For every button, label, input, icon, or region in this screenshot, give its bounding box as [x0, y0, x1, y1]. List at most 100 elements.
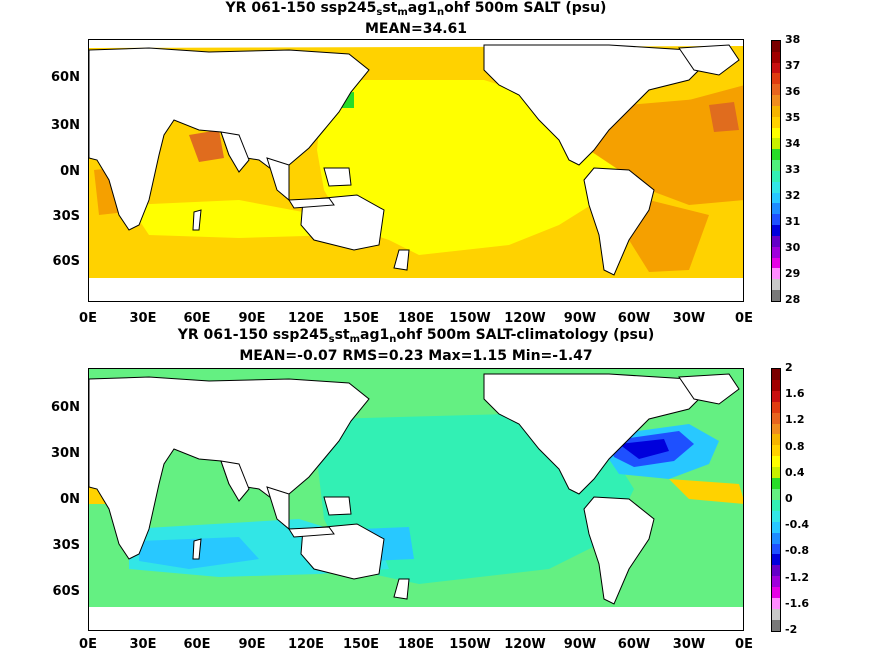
top-lon-30e: 30E: [129, 311, 157, 326]
colorbar-segment: [772, 576, 780, 588]
top-lon-90e: 90E: [238, 311, 266, 326]
continents: [89, 44, 740, 276]
top-lon-60e: 60E: [183, 311, 211, 326]
top-lat-30n: 30N: [51, 118, 80, 133]
arabian-red: [189, 130, 224, 162]
colorbar-segment: [772, 214, 780, 226]
colorbar-segment: [772, 181, 780, 193]
top-lon-60w: 60W: [617, 311, 651, 326]
colorbar-segment: [772, 192, 780, 204]
colorbar-segment: [772, 532, 780, 544]
bottom-title: YR 061-150 ssp245sstmag1nohf 500m SALT-c…: [177, 327, 655, 345]
bottom-lon-180e: 180E: [397, 637, 435, 652]
atl-yellow: [669, 479, 743, 504]
top-stats: MEAN=34.61: [364, 21, 468, 37]
colorbar-segment: [772, 73, 780, 85]
antarctica: [89, 278, 743, 301]
top-lon-30w: 30W: [672, 311, 706, 326]
bottom-map: [88, 368, 744, 631]
colorbar-label: -1.2: [785, 570, 810, 584]
bottom-lon-120e: 120E: [287, 637, 325, 652]
continents-b: [89, 373, 740, 605]
bottom-stats: MEAN=-0.07 RMS=0.23 Max=1.15 Min=-1.47: [239, 348, 593, 364]
bottom-lon-90w: 90W: [563, 637, 597, 652]
colorbar-segment: [772, 510, 780, 522]
top-lon-0e: 0E: [79, 311, 97, 326]
satlantic-orange: [629, 200, 709, 272]
colorbar-segment: [772, 257, 780, 269]
colorbar-segment: [772, 95, 780, 106]
bottom-lon-150w: 150W: [449, 637, 491, 652]
colorbar-label: 29: [785, 267, 801, 280]
top-lon-150w: 150W: [449, 311, 491, 326]
colorbar-label: 1.6: [785, 387, 805, 401]
bottom-lat-60n: 60N: [51, 400, 80, 415]
colorbar-segment: [772, 608, 780, 620]
colorbar-segment: [772, 225, 780, 236]
colorbar-segment: [772, 412, 780, 424]
top-lat-0n: 0N: [60, 164, 80, 179]
colorbar-segment: [772, 467, 780, 479]
bottom-lat-30s: 30S: [52, 538, 80, 553]
colorbar-segment: [772, 268, 780, 280]
colorbar-segment: [772, 84, 780, 96]
bottom-lon-120w: 120W: [504, 637, 546, 652]
colorbar-segment: [772, 149, 780, 161]
colorbar-segment: [772, 290, 780, 301]
top-title: YR 061-150 ssp245sstmag1nohf 500m SALT (…: [225, 0, 607, 18]
colorbar-segment: [772, 445, 780, 457]
colorbar-label: -0.4: [785, 518, 810, 532]
bottom-map-svg: [89, 369, 743, 630]
colorbar-label: 31: [785, 215, 801, 228]
colorbar-segment: [772, 127, 780, 139]
top-lon-0e-end: 0E: [735, 311, 753, 326]
colorbar-label: 34: [785, 137, 801, 150]
bottom-lon-0e: 0E: [79, 637, 97, 652]
bottom-lon-60e: 60E: [183, 637, 211, 652]
bottom-lon-30e: 30E: [129, 637, 157, 652]
colorbar-label: 30: [785, 241, 801, 254]
colorbar-label: 1.2: [785, 413, 805, 427]
colorbar-label: -2: [785, 623, 798, 636]
colorbar-label: 36: [785, 85, 801, 98]
bottom-lat-0n: 0N: [60, 492, 80, 507]
bottom-lon-0e-end: 0E: [735, 637, 753, 652]
colorbar-segment: [772, 203, 780, 215]
top-lon-150e: 150E: [342, 311, 380, 326]
colorbar-segment: [772, 565, 780, 577]
colorbar-segment: [772, 401, 780, 413]
colorbar-segment: [772, 434, 780, 446]
colorbar-label: 28: [785, 293, 801, 306]
colorbar-segment: [772, 456, 780, 468]
colorbar-label: -1.6: [785, 596, 810, 610]
colorbar-segment: [772, 598, 780, 609]
colorbar-segment: [772, 587, 780, 599]
top-lat-60s: 60S: [52, 254, 80, 269]
antarctica-b: [89, 607, 743, 630]
bottom-lon-90e: 90E: [238, 637, 266, 652]
top-map: [88, 39, 744, 302]
colorbar-segment: [772, 543, 780, 555]
bottom-lon-150e: 150E: [342, 637, 380, 652]
colorbar-label: 0.4: [785, 465, 805, 479]
top-colorbar: [771, 40, 781, 302]
colorbar-segment: [772, 116, 780, 128]
top-map-svg: [89, 40, 743, 301]
colorbar-segment: [772, 246, 780, 258]
colorbar-segment: [772, 51, 780, 63]
natl-darkblue: [619, 439, 669, 459]
bottom-lon-60w: 60W: [617, 637, 651, 652]
indian-yellow: [129, 200, 339, 238]
top-lon-120w: 120W: [504, 311, 546, 326]
bottom-lat-30n: 30N: [51, 446, 80, 461]
bottom-colorbar: [771, 368, 781, 632]
colorbar-segment: [772, 160, 780, 171]
colorbar-label: 0.8: [785, 439, 805, 453]
colorbar-label: 35: [785, 111, 801, 124]
bottom-lon-30w: 30W: [672, 637, 706, 652]
colorbar-label: 33: [785, 163, 801, 176]
colorbar-segment: [772, 379, 780, 391]
colorbar-segment: [772, 423, 780, 435]
colorbar-segment: [772, 499, 780, 511]
bottom-lat-60s: 60S: [52, 584, 80, 599]
